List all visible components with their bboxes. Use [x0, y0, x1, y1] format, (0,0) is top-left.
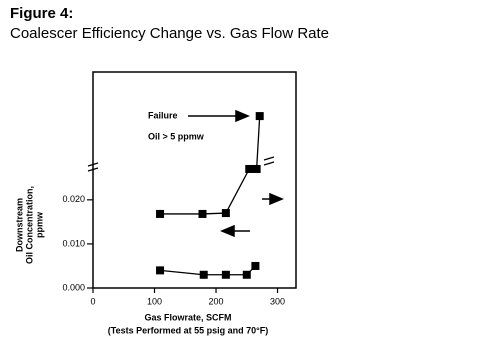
chart-title: Figure 4: [10, 5, 73, 22]
y-tick-label: 0.000 [62, 282, 85, 292]
curve [160, 116, 261, 215]
x-tick-label: 200 [209, 296, 224, 306]
point [198, 209, 207, 218]
annotation: Oil > 5 ppmw [148, 131, 205, 141]
break-mark [263, 156, 275, 161]
x-axis-label: Gas Flowrate, SCFM [144, 312, 231, 322]
y-axis-label: Downstream Oil Concentration, ppmw [14, 186, 44, 264]
point [245, 164, 254, 173]
arrow-head [269, 192, 284, 206]
annotation: Failure [148, 110, 178, 120]
point [242, 270, 251, 279]
plot-frame [92, 71, 297, 289]
axis-break [87, 156, 275, 172]
chart-subtitle: Coalescer Efficiency Change vs. Gas Flow… [10, 25, 329, 42]
point [255, 112, 264, 121]
y-label-line: ppmw [34, 211, 44, 238]
x-tick-label: 100 [147, 296, 162, 306]
break-mark [87, 167, 99, 172]
point [221, 270, 230, 279]
break-mark [87, 162, 99, 167]
point [156, 266, 165, 275]
y-label-line: Oil Concentration, [24, 186, 34, 264]
arrow-head [235, 109, 250, 123]
note: (Tests Performed at 55 psig and 70°F) [108, 325, 268, 335]
point [251, 261, 260, 270]
point [199, 270, 208, 279]
point [156, 209, 165, 218]
point [221, 209, 230, 218]
arrows [188, 109, 284, 238]
arrow-head [220, 224, 235, 238]
break-mark [263, 161, 275, 166]
point [252, 164, 261, 173]
x-tick-label: 0 [90, 296, 95, 306]
y-tick-label: 0.020 [62, 194, 85, 204]
y-tick-label: 0.010 [62, 238, 85, 248]
y-label-line: Downstream [14, 198, 24, 252]
x-tick-label: 300 [270, 296, 285, 306]
